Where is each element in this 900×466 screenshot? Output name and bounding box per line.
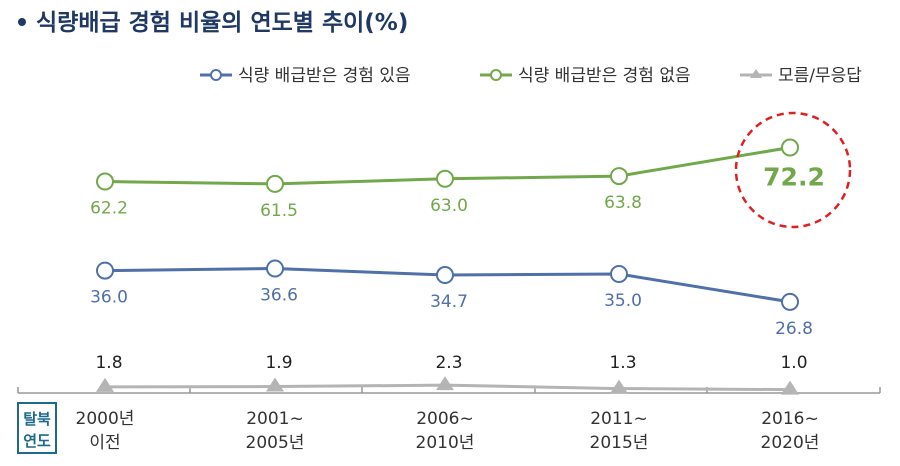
x-tick-label: 2005년 [246, 433, 305, 453]
data-point [96, 261, 114, 280]
x-axis-label-line2: 연도 [23, 432, 51, 450]
legend-label: 식량 배급받은 경험 없음 [518, 66, 691, 86]
data-point [96, 172, 114, 191]
data-label: 36.0 [90, 288, 128, 308]
data-label: 2.3 [435, 353, 462, 373]
data-point [436, 266, 454, 285]
x-tick-label: 2001~ [246, 409, 304, 429]
data-label: 61.5 [260, 201, 298, 221]
x-tick-label: 2000년 [76, 409, 135, 429]
data-point [610, 265, 628, 283]
data-point [96, 377, 114, 392]
data-point [610, 167, 628, 186]
legend-marker [490, 69, 502, 81]
data-label: 1.3 [609, 353, 636, 373]
chart-title: 식량배급 경험 비율의 연도별 추이(%) [36, 10, 408, 36]
legend-label: 모름/무응답 [778, 66, 862, 86]
data-label: 72.2 [763, 163, 825, 192]
data-point [436, 376, 454, 391]
series-0: 36.0 36.6 34.7 35.0 26.8 [90, 259, 813, 339]
data-point [266, 259, 284, 278]
x-tick-label: 2015년 [590, 433, 649, 453]
data-point [610, 379, 628, 394]
x-tick-label: 2011~ [590, 409, 648, 429]
highlight-circle [734, 111, 852, 229]
x-axis-label-line1: 탈북 [23, 410, 51, 428]
data-label: 63.8 [604, 193, 642, 213]
x-tick-label: 2016~ [761, 409, 819, 429]
legend-label: 식량 배급받은 경험 있음 [238, 66, 411, 86]
data-label: 35.0 [604, 291, 642, 311]
data-label: 63.0 [430, 196, 468, 216]
data-label: 26.8 [775, 319, 813, 339]
data-point [781, 292, 799, 311]
data-point [781, 138, 799, 157]
x-tick-label: 이전 [89, 433, 120, 453]
data-label: 1.9 [265, 353, 292, 373]
data-point [781, 380, 799, 395]
legend-marker [210, 69, 222, 81]
data-label: 36.6 [260, 286, 298, 306]
legend: 식량 배급받은 경험 있음 식량 배급받은 경험 없음 모름/무응답 [200, 66, 862, 86]
data-label: 1.0 [780, 353, 807, 373]
x-axis-label-box [17, 402, 57, 454]
legend-marker [750, 69, 762, 78]
x-tick-label: 2020년 [761, 433, 820, 453]
data-label: 1.8 [95, 353, 122, 373]
title-bullet [18, 18, 26, 26]
data-label: 62.2 [90, 199, 128, 219]
data-label: 34.7 [430, 292, 468, 312]
data-point [436, 169, 454, 188]
data-point [266, 174, 284, 193]
series-2: 1.8 1.9 2.3 1.3 1.0 [95, 353, 808, 395]
series-1: 62.2 61.5 63.0 63.8 72.2 [90, 138, 825, 221]
data-point [266, 377, 284, 392]
x-tick-label: 2010년 [416, 433, 475, 453]
x-tick-label: 2006~ [416, 409, 474, 429]
